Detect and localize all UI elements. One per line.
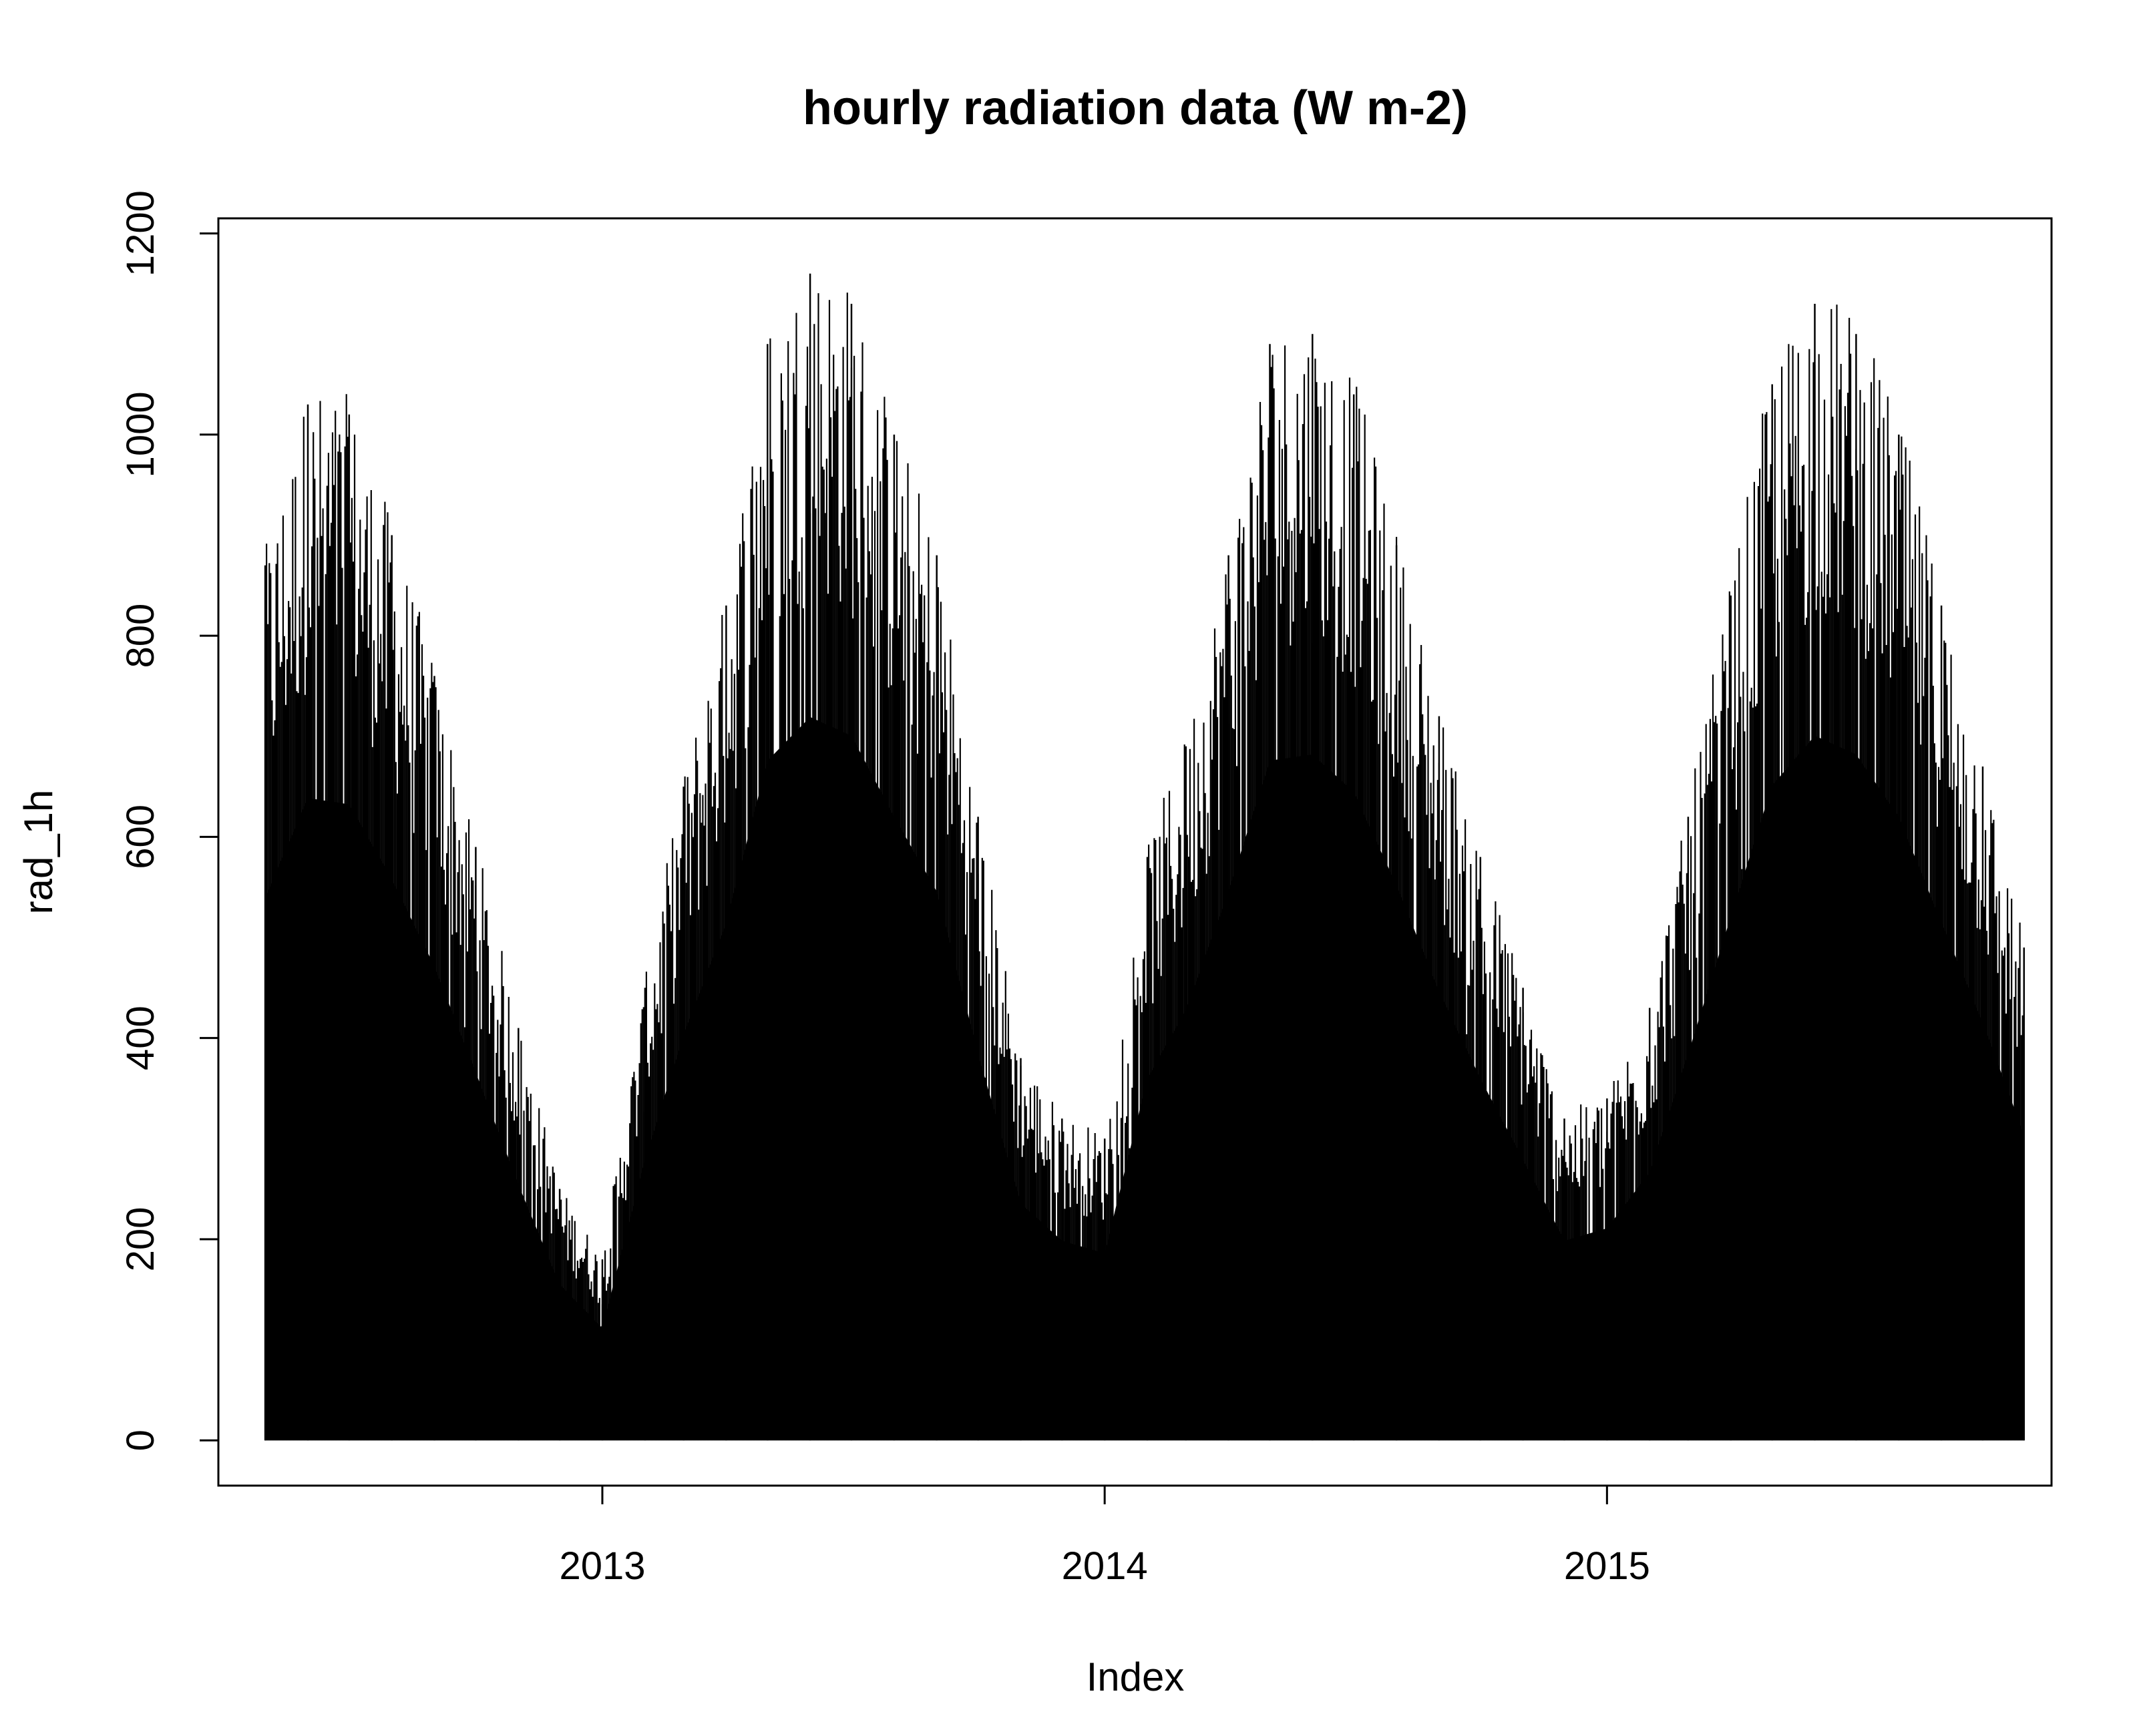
y-tick-label: 800 bbox=[119, 604, 162, 668]
x-tick-label: 2014 bbox=[1062, 1544, 1148, 1588]
y-tick-label: 1200 bbox=[119, 190, 162, 276]
y-axis-label: rad_1h bbox=[16, 790, 61, 915]
y-tick-label: 600 bbox=[119, 805, 162, 869]
y-tick-label: 1000 bbox=[119, 391, 162, 477]
y-axis: 0 200 400 600 800 1000 1200 bbox=[119, 190, 220, 1451]
data-lines bbox=[264, 273, 2025, 1441]
y-tick-label: 400 bbox=[119, 1006, 162, 1070]
x-axis: 2013 2014 2015 bbox=[559, 1484, 1650, 1588]
x-tick-label: 2013 bbox=[559, 1544, 645, 1588]
x-axis-label: Index bbox=[1087, 1655, 1185, 1699]
y-tick-label: 200 bbox=[119, 1207, 162, 1272]
chart-title: hourly radiation data (W m-2) bbox=[803, 81, 1468, 135]
y-tick-label: 0 bbox=[119, 1430, 162, 1451]
x-tick-label: 2015 bbox=[1564, 1544, 1650, 1588]
